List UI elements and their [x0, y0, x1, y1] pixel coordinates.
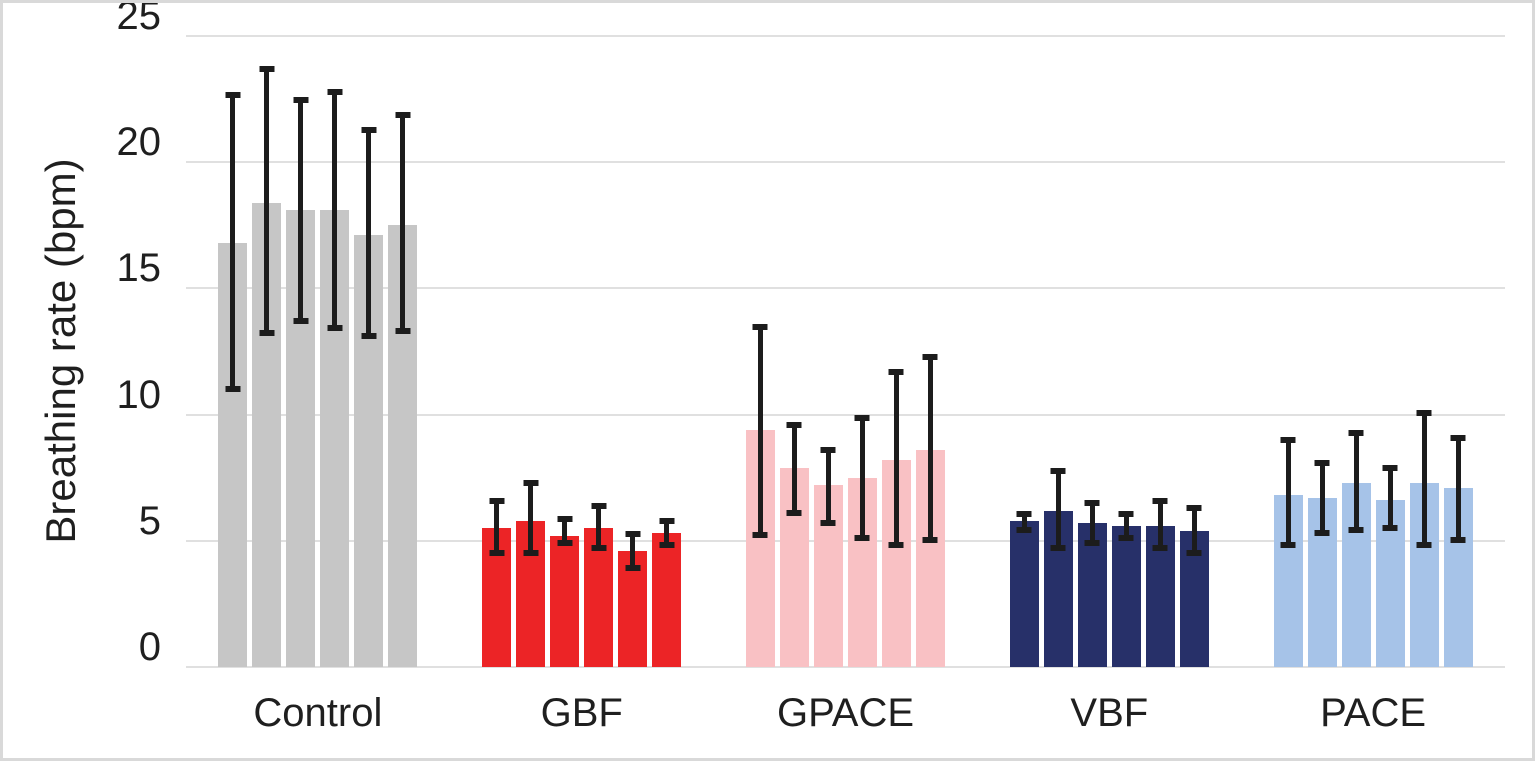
bar-slot: [516, 36, 546, 667]
bar-group-gpace: [714, 36, 978, 667]
bar-slot: [1273, 36, 1303, 667]
error-bar: [1123, 510, 1129, 541]
error-bar: [791, 422, 797, 516]
error-bar: [1157, 497, 1163, 551]
gridline: [186, 666, 1505, 668]
error-bar: [1387, 465, 1393, 531]
y-axis-title: Breathing rate (bpm): [37, 158, 84, 544]
bar-slot: [745, 36, 775, 667]
error-bar: [757, 323, 763, 539]
bar-slot: [584, 36, 614, 667]
bar-slot: [1043, 36, 1073, 667]
plot-area: 0 5 10 15 20 25: [117, 3, 1505, 668]
bar-slot: [779, 36, 809, 667]
error-bar: [596, 502, 602, 551]
bar-slot: [388, 36, 418, 667]
bar-slot: [652, 36, 682, 667]
bar-slot: [1111, 36, 1141, 667]
error-bar: [562, 515, 568, 546]
error-bar: [630, 530, 636, 572]
error-bar: [859, 414, 865, 541]
gridline: [186, 35, 1505, 37]
bar-slot: [1443, 36, 1473, 667]
bar-group-gbf: [450, 36, 714, 667]
error-bar: [825, 447, 831, 526]
error-bar: [264, 66, 270, 337]
y-tick-label: 10: [116, 372, 162, 417]
bar-slot: [354, 36, 384, 667]
x-axis-labels: Control GBF GPACE VBF PACE: [186, 689, 1505, 749]
bar: [1111, 525, 1141, 667]
error-bar: [366, 126, 372, 339]
bar-slot: [1307, 36, 1337, 667]
bar-slot: [286, 36, 316, 667]
x-axis-label-control: Control: [253, 691, 383, 735]
gridline: [186, 161, 1505, 164]
error-bar: [528, 480, 534, 556]
bar-slot: [482, 36, 512, 667]
y-tick-label: 0: [138, 625, 161, 669]
error-bar: [664, 518, 670, 549]
bar-group-vbf: [977, 36, 1241, 667]
bar-slot: [847, 36, 877, 667]
error-bar: [1319, 460, 1325, 536]
y-tick-label: 5: [138, 498, 161, 543]
bar: [584, 528, 614, 667]
gridline: [186, 413, 1505, 416]
error-bar: [494, 497, 500, 556]
bar-groups: [186, 36, 1505, 667]
gridline: [186, 287, 1505, 290]
bar-slot: [1179, 36, 1209, 667]
bar-slot: [1077, 36, 1107, 667]
gridline: [186, 539, 1505, 542]
error-bar: [1055, 467, 1061, 551]
bar-slot: [915, 36, 945, 667]
bar: [550, 535, 580, 667]
bar-slot: [813, 36, 843, 667]
bar-slot: [881, 36, 911, 667]
bar: [1009, 520, 1039, 667]
error-bar: [400, 111, 406, 334]
x-axis-label-vbf: VBF: [1070, 691, 1149, 735]
bar-slot: [320, 36, 350, 667]
bar-slot: [1409, 36, 1439, 667]
bar-slot: [550, 36, 580, 667]
bar-slot: [1009, 36, 1039, 667]
error-bar: [1285, 437, 1291, 549]
error-bar: [1455, 434, 1461, 544]
error-bar: [893, 369, 899, 549]
bar-slot: [618, 36, 648, 667]
x-axis-label-gpace: GPACE: [776, 691, 915, 735]
bar-slot: [1341, 36, 1371, 667]
error-bar: [332, 89, 338, 332]
bar-group-pace: [1241, 36, 1505, 667]
error-bar: [230, 91, 236, 392]
bar-group-control: [186, 36, 450, 667]
error-bar: [927, 354, 933, 544]
error-bar: [298, 96, 304, 324]
bar-slot: [1375, 36, 1405, 667]
bar-slot: [218, 36, 248, 667]
x-axis-label-pace: PACE: [1320, 691, 1427, 735]
y-tick-label: 15: [116, 246, 162, 291]
error-bar: [1191, 505, 1197, 556]
bar: [1077, 523, 1107, 667]
bar-slot: [252, 36, 282, 667]
error-bar: [1089, 500, 1095, 546]
y-tick-label: 20: [116, 120, 162, 165]
y-tick-label: 25: [116, 0, 162, 38]
bar-slot: [1145, 36, 1175, 667]
error-bar: [1353, 429, 1359, 534]
error-bar: [1421, 409, 1427, 549]
bar: [652, 533, 682, 667]
x-axis-label-gbf: GBF: [540, 691, 623, 735]
error-bar: [1021, 510, 1027, 534]
